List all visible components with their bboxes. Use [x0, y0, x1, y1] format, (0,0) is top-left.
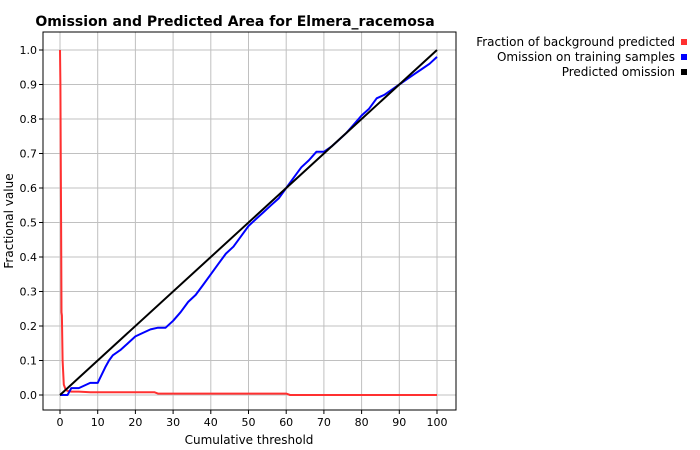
- x-tick-label: 90: [392, 416, 406, 429]
- x-tick-label: 30: [166, 416, 180, 429]
- chart-title: Omission and Predicted Area for Elmera_r…: [35, 14, 434, 30]
- x-tick-label: 10: [91, 416, 105, 429]
- y-tick-label: 0.8: [20, 113, 38, 126]
- y-tick-label: 0.5: [20, 217, 38, 230]
- grid: [43, 32, 456, 410]
- series-group: [59, 49, 438, 396]
- series-line-1: [59, 49, 437, 396]
- x-tick-label: 100: [427, 416, 448, 429]
- x-axis-label: Cumulative threshold: [185, 433, 314, 447]
- axis-ticks: 0 10 20 30 40 50 60 70 80 90 100 0.0 0.1 0.2 0.3 0.4 0.5…: [20, 44, 448, 429]
- x-tick-label: 80: [355, 416, 369, 429]
- x-tick-label: 40: [204, 416, 218, 429]
- x-tick-label: 60: [279, 416, 293, 429]
- legend-swatch-1: [681, 39, 687, 45]
- y-tick-label: 0.7: [20, 148, 38, 161]
- legend-swatch-2: [681, 54, 687, 60]
- y-tick-label: 1.0: [20, 44, 38, 57]
- legend-label-1: Fraction of background predicted: [476, 35, 675, 49]
- y-tick-label: 0.9: [20, 79, 38, 92]
- x-tick-label: 0: [57, 416, 64, 429]
- legend: Fraction of background predictedOmission…: [476, 35, 687, 79]
- y-tick-label: 0.1: [20, 355, 38, 368]
- y-tick-label: 0.4: [20, 251, 38, 264]
- y-tick-label: 0.2: [20, 320, 38, 333]
- y-tick-label: 0.0: [20, 389, 38, 402]
- legend-label-2: Omission on training samples: [497, 50, 675, 64]
- x-tick-label: 20: [128, 416, 142, 429]
- y-tick-label: 0.3: [20, 286, 38, 299]
- y-axis-label: Fractional value: [2, 173, 16, 268]
- plot-area-border: [42, 31, 457, 411]
- series-line-2: [60, 56, 438, 396]
- legend-swatch-3: [681, 69, 687, 75]
- series-line-3: [59, 49, 438, 396]
- x-tick-label: 70: [317, 416, 331, 429]
- y-tick-label: 0.6: [20, 182, 38, 195]
- x-tick-label: 50: [242, 416, 256, 429]
- legend-label-3: Predicted omission: [562, 65, 675, 79]
